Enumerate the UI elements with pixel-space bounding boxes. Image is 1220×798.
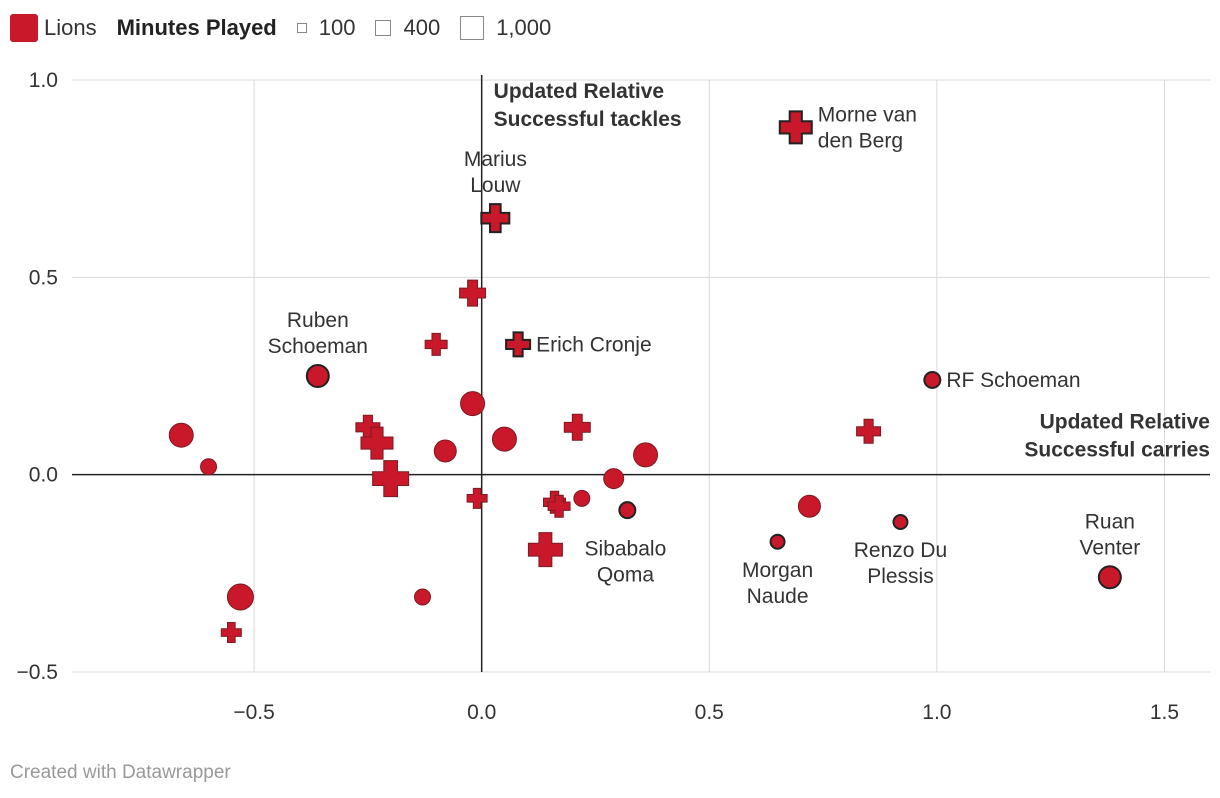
y-tick-label: 1.0 [29, 69, 58, 92]
data-point-cross [220, 622, 242, 644]
data-point-circle [618, 501, 637, 520]
data-point-cross [360, 426, 394, 460]
footer-credit: Created with Datawrapper [10, 762, 231, 783]
data-point-circle [603, 468, 625, 490]
axes [72, 75, 1210, 672]
data-point-cross [466, 487, 488, 509]
data-point-circle [200, 458, 218, 476]
point-label: Ruben [287, 309, 349, 332]
data-point-circle [797, 494, 821, 518]
data-point-circle [433, 439, 457, 463]
x-axis-title: Updated Relative [1040, 411, 1210, 434]
point-label: Schoeman [268, 335, 368, 358]
data-point-circle [460, 391, 486, 417]
tick-labels: −0.5 0.0 0.5 1.0 1.5 −0.5 0.0 0.5 1.0 [17, 69, 1180, 724]
point-label: Marius [464, 148, 527, 171]
legend-label-lions: Lions [44, 15, 97, 40]
data-point-cross [856, 418, 882, 444]
data-point-cross [372, 460, 410, 498]
x-axis-title: Successful carries [1024, 439, 1210, 462]
y-tick-label: −0.5 [17, 661, 58, 684]
legend-size-label-100: 100 [318, 15, 356, 40]
data-point-circle [923, 370, 942, 389]
point-label: Sibabalo [585, 538, 667, 561]
point-label: Plessis [867, 565, 934, 588]
point-label: Morgan [742, 559, 813, 582]
legend-size-box-1000 [460, 16, 485, 40]
y-axis-title: Successful tackles [494, 108, 682, 131]
data-points [168, 110, 1122, 644]
data-point-cross [547, 494, 571, 518]
legend-size-label-400: 400 [403, 15, 441, 40]
point-label: den Berg [818, 129, 903, 152]
data-point-cross [459, 279, 487, 307]
y-axis-title: Updated Relative [494, 80, 664, 103]
point-label: Renzo Du [854, 539, 947, 562]
data-point-cross [563, 413, 591, 441]
legend-size-box-400 [375, 20, 392, 36]
point-label: Qoma [597, 564, 655, 587]
data-point-circle [769, 533, 786, 550]
data-point-cross [424, 332, 448, 356]
data-point-circle [414, 588, 432, 606]
data-point-circle [305, 364, 330, 388]
data-point-cross [527, 532, 563, 568]
point-label: Naude [747, 585, 809, 608]
legend: Lions Minutes Played 100 400 1,000 [10, 12, 571, 44]
data-point-circle [226, 583, 254, 611]
point-label: RF Schoeman [946, 369, 1080, 392]
point-label: Venter [1079, 536, 1140, 559]
data-point-cross [480, 203, 511, 234]
data-point-circle [491, 426, 517, 452]
y-tick-label: 0.0 [29, 464, 58, 487]
data-point-circle [168, 422, 194, 448]
x-tick-label: 0.0 [467, 701, 496, 724]
legend-size-box-100 [296, 23, 307, 33]
legend-size-label-1000: 1,000 [496, 15, 552, 40]
y-tick-label: 0.5 [29, 266, 58, 289]
x-tick-label: 1.0 [922, 701, 951, 724]
data-point-circle [633, 442, 659, 468]
point-label: Louw [470, 174, 521, 197]
x-tick-label: 0.5 [695, 701, 724, 724]
data-point-cross [778, 110, 813, 145]
data-point-circle [1097, 565, 1122, 590]
point-label: Ruan [1085, 510, 1135, 533]
legend-size-title: Minutes Played [116, 15, 277, 40]
x-tick-label: 1.5 [1150, 701, 1179, 724]
legend-swatch-lions [10, 14, 38, 42]
data-point-circle [892, 514, 909, 531]
data-point-circle [573, 489, 591, 507]
point-label: Morne van [818, 103, 917, 126]
axis-titles: Updated Relative Successful tackles Update… [494, 80, 1210, 462]
data-point-cross [505, 331, 532, 358]
point-labels: Morne van den Berg Marius Louw Erich Cronje R… [268, 103, 1141, 607]
x-tick-label: −0.5 [233, 701, 274, 724]
point-label: Erich Cronje [536, 333, 652, 356]
